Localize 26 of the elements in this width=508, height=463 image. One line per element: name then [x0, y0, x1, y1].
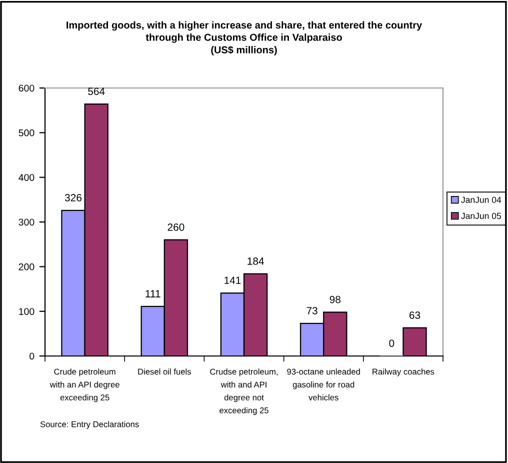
source-note: Source: Entry Declarations: [40, 421, 139, 429]
data-label: 0: [389, 340, 394, 347]
y-tick-label: 0: [30, 352, 34, 360]
x-tick-label: Railway coaches: [372, 368, 434, 376]
data-label: 73: [306, 307, 318, 314]
y-tick-label: 300: [18, 218, 34, 226]
chart-title: Imported goods, with a higher increase and share, that entered the country through the Customs Office in Valparaiso (US$ millions): [66, 21, 422, 56]
legend-label: JanJun 05: [461, 212, 501, 220]
data-label: 63: [409, 311, 420, 319]
y-tick-label: 600: [18, 84, 34, 92]
x-tick-label: Crudse petroleum, with and API degree not exceeding 25: [210, 368, 278, 415]
data-label: 141: [224, 276, 241, 284]
y-tick-label: 100: [19, 308, 34, 315]
y-tick-label: 500: [18, 129, 34, 136]
data-label: 98: [330, 296, 340, 304]
y-tick-label: 400: [18, 174, 34, 181]
data-label: 111: [146, 290, 160, 298]
y-tick-label: 200: [18, 263, 34, 270]
data-label: 564: [88, 88, 105, 96]
data-label: 260: [168, 223, 184, 231]
data-label: 326: [64, 194, 82, 202]
x-tick-label: Crude petroleum with an API degree exceeding 25: [50, 368, 120, 402]
x-tick-label: 93-octane unleaded gasoline for road vehicles: [287, 368, 360, 400]
legend-label: JanJun 04: [461, 196, 502, 203]
x-tick-label: Diesel oil fuels: [138, 368, 191, 375]
data-label: 184: [248, 257, 264, 265]
